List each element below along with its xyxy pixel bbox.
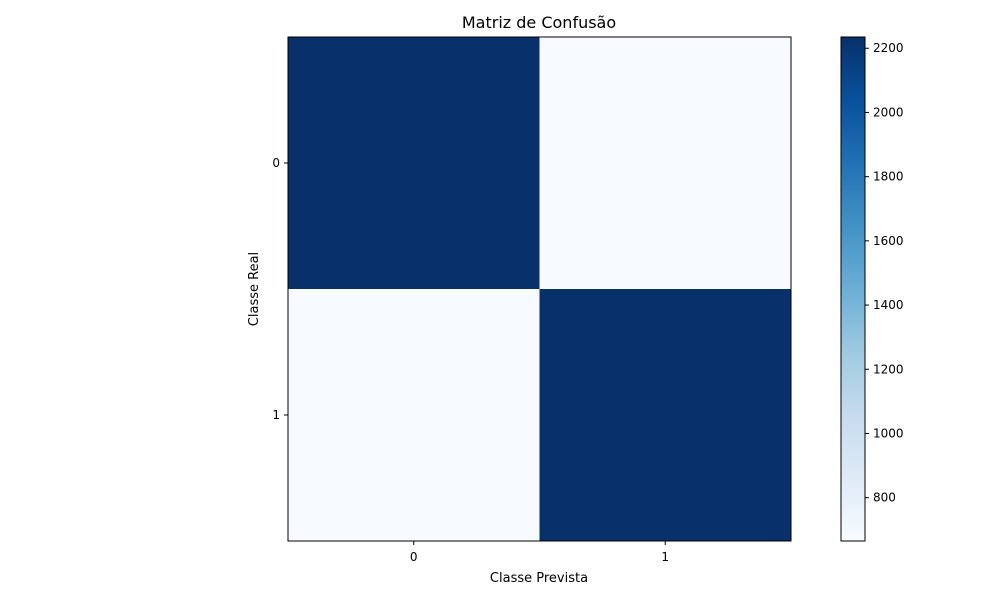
colorbar-tick-label: 1800	[873, 170, 904, 184]
heatmap-cell	[539, 37, 791, 289]
y-axis-ticks: 01	[272, 156, 288, 422]
colorbar-ticks: 800 1000 1200 1400 1600 1800 2000 2200	[865, 41, 904, 505]
y-axis-label: Classe Real	[247, 252, 262, 326]
y-tick-label: 1	[272, 408, 280, 422]
colorbar-tick-label: 800	[873, 491, 896, 505]
colorbar-tick-label: 1400	[873, 298, 904, 312]
y-tick-label: 0	[272, 156, 280, 170]
colorbar-tick-label: 1000	[873, 426, 904, 440]
x-axis-label: Classe Prevista	[490, 571, 588, 586]
x-tick-label: 1	[661, 550, 669, 564]
heatmap-cells	[288, 37, 791, 541]
colorbar-tick-label: 1200	[873, 362, 904, 376]
colorbar-tick-label: 2200	[873, 41, 904, 55]
colorbar	[840, 36, 866, 542]
colorbar-tick-label: 2000	[873, 105, 904, 119]
heatmap-cell	[288, 37, 540, 289]
heatmap-cell	[288, 289, 540, 541]
heatmap-cell	[539, 289, 791, 541]
colorbar-tick-label: 1600	[873, 234, 904, 248]
chart-title: Matriz de Confusão	[462, 13, 616, 32]
plot-frame	[287, 36, 792, 542]
x-tick-label: 0	[410, 550, 418, 564]
